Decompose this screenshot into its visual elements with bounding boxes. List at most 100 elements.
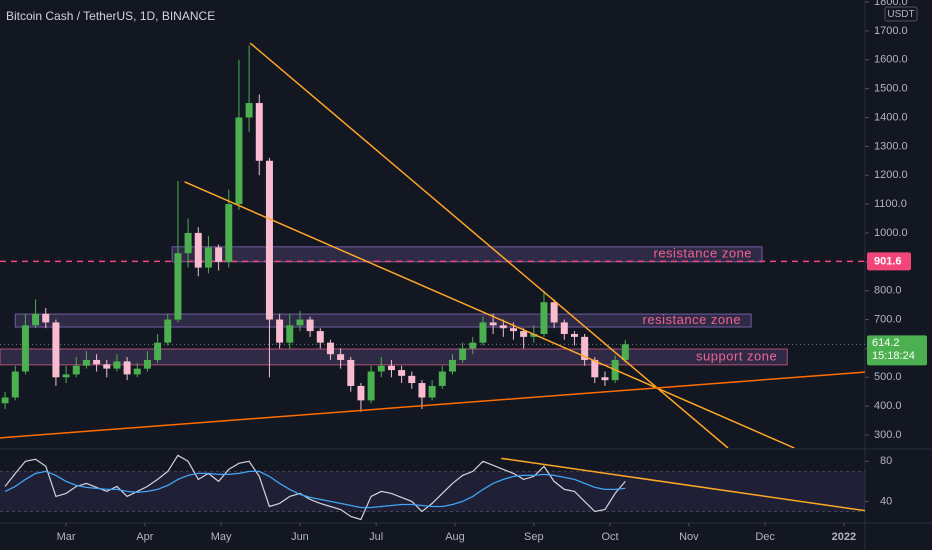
candle-body <box>93 359 101 365</box>
candle-body <box>52 322 60 378</box>
zone-label: support zone <box>696 348 777 363</box>
hline-price-label: 901.6 <box>874 255 902 267</box>
candle-body <box>398 370 406 376</box>
x-tick-label: Sep <box>524 531 544 543</box>
zone <box>0 348 788 366</box>
rsi-y-tick-label: 80 <box>880 455 892 467</box>
rsi-trendline <box>501 457 865 512</box>
candle-body <box>621 344 629 360</box>
candle-body <box>255 103 263 161</box>
candle-body <box>387 365 395 371</box>
x-tick-label: Jun <box>291 531 309 543</box>
candle-body <box>154 342 162 360</box>
candle-body <box>184 232 192 254</box>
y-tick-label: 1600.0 <box>874 54 908 66</box>
candle-body <box>143 359 151 369</box>
hline-price-box <box>867 252 911 271</box>
y-tick-label: 1100.0 <box>874 198 907 210</box>
candle-body <box>123 361 131 375</box>
candle-body <box>296 319 304 326</box>
y-tick-label: 1700.0 <box>874 25 908 37</box>
x-tick-label: Dec <box>755 531 775 543</box>
y-tick-label: 1800.0 <box>874 0 908 8</box>
rsi-pane <box>0 454 865 521</box>
candle-body <box>591 359 599 378</box>
candle-body <box>418 383 426 398</box>
y-tick-label: 1400.0 <box>874 111 908 123</box>
candle-body <box>113 361 121 369</box>
chart-title: Bitcoin Cash / TetherUS, 1D, BINANCE <box>6 9 215 23</box>
x-tick-label: Oct <box>601 531 618 543</box>
candle-body <box>357 385 365 401</box>
candle-body <box>581 336 589 360</box>
candle-body <box>62 374 70 378</box>
candle-body <box>32 313 40 326</box>
y-tick-label: 1200.0 <box>874 169 908 181</box>
candle-body <box>438 371 446 386</box>
zone-label: resistance zone <box>643 312 742 327</box>
candle-body <box>326 342 334 355</box>
y-tick-label: 500.0 <box>874 371 902 383</box>
last-price-label: 614.2 <box>872 337 900 349</box>
candle-body <box>235 117 243 205</box>
y-tick-label: 1000.0 <box>874 227 908 239</box>
candle-body <box>459 348 467 360</box>
candle-body <box>408 375 416 384</box>
y-tick-label: 1300.0 <box>874 140 908 152</box>
candle-body <box>164 319 172 343</box>
candle-body <box>428 385 436 398</box>
price-pane: resistance zone resistance zone support zo… <box>0 42 865 448</box>
y-tick-label: 400.0 <box>874 400 902 412</box>
candle-body <box>276 319 284 343</box>
rsi-line <box>4 470 626 509</box>
x-tick-label: 2022 <box>832 531 856 543</box>
candle-body <box>530 333 538 337</box>
candle-body <box>367 371 375 401</box>
candle-body <box>133 368 141 375</box>
candle-body <box>601 377 609 381</box>
candle-body <box>479 322 487 343</box>
unit-box <box>884 6 918 22</box>
zone-label: resistance zone <box>653 246 752 261</box>
candle-body <box>225 204 233 262</box>
zone <box>14 313 752 328</box>
rsi-line <box>4 454 626 521</box>
candle-body <box>194 232 202 268</box>
candle-body <box>1 397 9 404</box>
candle-body <box>540 302 548 334</box>
candle-body <box>347 359 355 386</box>
candle-body <box>174 253 182 320</box>
candle-body <box>489 322 497 326</box>
x-tick-label: Mar <box>57 531 76 543</box>
candle-body <box>509 328 517 332</box>
candle-body <box>520 331 528 337</box>
candle-body <box>204 247 212 268</box>
axes: 300.0400.0500.0600.0700.0800.0900.01000.… <box>57 0 927 543</box>
candle-body <box>103 364 111 369</box>
x-tick-label: Jul <box>369 531 383 543</box>
trendline <box>184 181 795 448</box>
candle-body <box>337 354 345 360</box>
candle-body <box>377 365 385 372</box>
y-tick-label: 300.0 <box>874 429 902 441</box>
rsi-y-tick-label: 40 <box>880 495 892 507</box>
x-tick-label: Apr <box>136 531 153 543</box>
candle-body <box>42 313 50 323</box>
last-price-box <box>867 335 927 366</box>
candle-body <box>21 325 29 372</box>
x-tick-label: Aug <box>445 531 465 543</box>
candle-body <box>499 325 507 329</box>
trendline <box>0 371 865 439</box>
y-tick-label: 700.0 <box>874 313 902 325</box>
unit-label: USDT <box>887 9 914 20</box>
candle-body <box>448 359 456 372</box>
candle-body <box>245 103 253 118</box>
x-tick-label: May <box>211 531 232 543</box>
candle-body <box>265 160 273 320</box>
candle-body <box>550 302 558 323</box>
candle-body <box>570 333 578 337</box>
candle-body <box>72 365 80 375</box>
candle-body <box>316 331 324 343</box>
